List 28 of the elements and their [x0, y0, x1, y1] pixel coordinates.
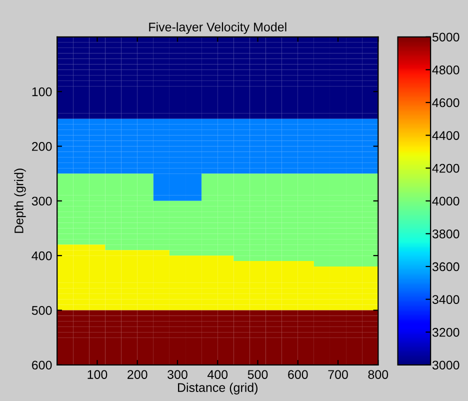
- x-tick-label: 800: [368, 370, 388, 379]
- color-bar-label: 4400: [432, 131, 460, 140]
- color-bar-label: 3400: [432, 295, 460, 304]
- x-tick-label: 500: [248, 370, 268, 379]
- x-tick-label: 400: [207, 370, 228, 379]
- y-tick-label: 200: [32, 142, 52, 151]
- color-bar-label: 3800: [432, 230, 460, 238]
- y-axis-title: Depth (grid): [14, 168, 26, 233]
- x-tick-label: 300: [168, 370, 188, 379]
- color-bar-label: 3000: [432, 360, 460, 370]
- color-bar-label: 3600: [432, 262, 460, 272]
- color-bar-label: 4200: [432, 164, 460, 173]
- y-tick-label: 500: [32, 306, 52, 315]
- x-tick-label: 700: [328, 370, 348, 379]
- y-tick-label: 100: [32, 87, 52, 96]
- y-tick-label: 300: [32, 196, 52, 206]
- color-bar-label: 4800: [432, 65, 460, 74]
- x-tick-label: 100: [88, 370, 108, 379]
- chart-title: Five-layer Velocity Model: [149, 22, 286, 34]
- color-bar-label: 4600: [432, 98, 460, 108]
- y-tick-label: 400: [32, 251, 52, 260]
- color-bar-label: 3200: [432, 328, 460, 337]
- color-bar-label: 5000: [432, 32, 460, 42]
- y-tick-label: 600: [32, 360, 52, 370]
- x-tick-label: 600: [288, 370, 308, 379]
- x-axis-title: Distance (grid): [178, 382, 258, 394]
- color-bar-label: 4000: [432, 196, 460, 206]
- x-tick-label: 200: [128, 370, 148, 379]
